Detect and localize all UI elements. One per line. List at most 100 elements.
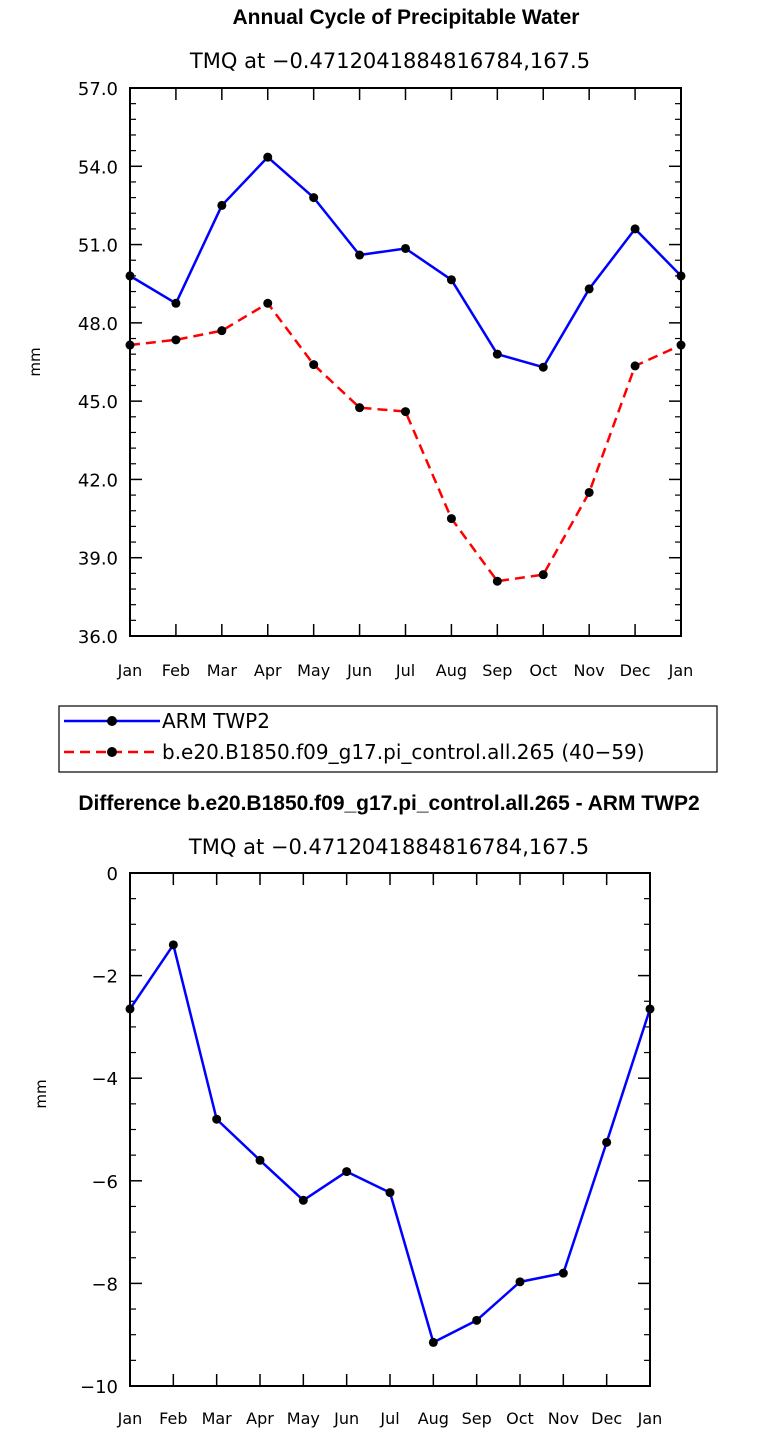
x-tick-label: Jan: [117, 661, 143, 680]
y-axis-label: mm: [26, 347, 44, 376]
data-series: [125, 940, 655, 1347]
axis-ticks: [129, 872, 651, 1387]
y-tick-label: −4: [91, 1069, 118, 1090]
x-tick-label: Apr: [246, 1409, 274, 1428]
y-tick-label: 54.0: [78, 157, 118, 178]
data-point: [355, 250, 365, 260]
data-point: [355, 403, 365, 413]
y-tick-label: −8: [91, 1274, 118, 1295]
data-point: [263, 298, 273, 308]
data-point: [446, 275, 456, 285]
series-line: [129, 155, 682, 369]
x-tick-label: Aug: [436, 661, 467, 680]
data-point: [217, 326, 227, 336]
y-tick-label: 42.0: [78, 470, 118, 491]
data-point: [428, 1337, 438, 1347]
data-point: [309, 360, 319, 370]
data-series: [125, 152, 686, 586]
legend: ARM TWP2 b.e20.B1850.f09_g17.pi_control.…: [58, 705, 718, 773]
y-axis-label: mm: [32, 1079, 50, 1108]
x-tick-label: Feb: [159, 1409, 187, 1428]
x-tick-label: Mar: [202, 1409, 233, 1428]
data-point: [538, 362, 548, 372]
x-tick-label: Dec: [620, 661, 651, 680]
data-point: [255, 1155, 265, 1165]
x-tick-label: Dec: [591, 1409, 622, 1428]
y-tick-label: 36.0: [78, 627, 118, 648]
data-point: [630, 224, 640, 234]
x-tick-label: Sep: [482, 661, 512, 680]
x-tick-label: Jan: [637, 1409, 663, 1428]
y-tick-labels: −10 −8 −6 −4 −2 0: [80, 864, 118, 1398]
data-point: [263, 152, 273, 162]
legend-box: [58, 705, 718, 773]
data-point: [515, 1277, 525, 1287]
plot-frame: [129, 872, 651, 1387]
x-tick-label: May: [297, 661, 330, 680]
y-tick-label: −2: [91, 967, 118, 988]
axis-ticks: [129, 87, 682, 637]
x-tick-label: Mar: [207, 661, 238, 680]
data-point: [492, 349, 502, 359]
data-point: [342, 1167, 352, 1177]
data-point: [492, 576, 502, 586]
chart-title: Difference b.e20.B1850.f09_g17.pi_contro…: [78, 792, 699, 815]
data-point: [401, 243, 410, 253]
chart-subtitle: TMQ at −0.4712041884816784,167.5: [188, 835, 589, 859]
x-tick-label: Jun: [333, 1409, 359, 1428]
legend-marker-arm: [107, 716, 117, 726]
data-point: [584, 487, 594, 497]
x-tick-label: Sep: [462, 1409, 492, 1428]
data-point: [171, 335, 181, 345]
data-point: [309, 193, 319, 203]
x-tick-labels: Jan Feb Mar Apr May Jun Jul Aug Sep Oct Nov Dec Jan: [117, 1409, 663, 1428]
chart-title: Annual Cycle of Precipitable Water: [233, 6, 580, 29]
x-tick-label: Nov: [548, 1409, 579, 1428]
legend-label-model: b.e20.B1850.f09_g17.pi_control.all.265 (…: [162, 740, 645, 764]
data-point: [298, 1195, 308, 1205]
x-tick-label: Jan: [117, 1409, 143, 1428]
y-tick-label: 48.0: [78, 314, 118, 335]
y-tick-label: 57.0: [78, 79, 118, 100]
data-point: [171, 298, 181, 308]
x-tick-label: Oct: [529, 661, 557, 680]
x-tick-label: Apr: [254, 661, 282, 680]
data-point: [630, 361, 640, 371]
x-tick-label: Jun: [346, 661, 372, 680]
data-point: [472, 1315, 482, 1325]
legend-label-arm: ARM TWP2: [162, 709, 270, 733]
y-tick-label: 39.0: [78, 549, 118, 570]
data-point: [217, 200, 227, 210]
data-point: [401, 407, 410, 417]
data-point: [538, 570, 548, 580]
x-tick-label: May: [287, 1409, 320, 1428]
series-line: [128, 943, 652, 1344]
x-tick-label: Nov: [574, 661, 605, 680]
legend-marker-model: [107, 747, 117, 757]
chart-difference: Difference b.e20.B1850.f09_g17.pi_contro…: [32, 792, 700, 1428]
x-tick-label: Jan: [668, 661, 694, 680]
series-line: [129, 302, 682, 583]
y-tick-label: −10: [80, 1377, 118, 1398]
x-tick-label: Feb: [162, 661, 190, 680]
data-point: [602, 1137, 612, 1147]
y-tick-label: 51.0: [78, 236, 118, 257]
data-point: [168, 940, 178, 950]
data-point: [446, 514, 456, 524]
data-point: [212, 1114, 222, 1124]
y-tick-label: −6: [91, 1172, 118, 1193]
data-point: [558, 1268, 568, 1278]
x-tick-labels: Jan Feb Mar Apr May Jun Jul Aug Sep Oct Nov Dec Jan: [117, 661, 694, 680]
y-tick-label: 45.0: [78, 392, 118, 413]
plot-frame: [129, 87, 682, 637]
y-tick-label: 0: [107, 864, 118, 885]
data-point: [385, 1188, 395, 1198]
x-tick-label: Jul: [379, 1409, 399, 1428]
chart-annual-cycle: Annual Cycle of Precipitable Water TMQ a…: [26, 6, 693, 680]
chart-subtitle: TMQ at −0.4712041884816784,167.5: [189, 49, 590, 73]
x-tick-label: Oct: [506, 1409, 534, 1428]
data-point: [584, 284, 594, 294]
y-tick-labels: 36.0 39.0 42.0 45.0 48.0 51.0 54.0 57.0: [78, 79, 118, 648]
x-tick-label: Aug: [418, 1409, 449, 1428]
